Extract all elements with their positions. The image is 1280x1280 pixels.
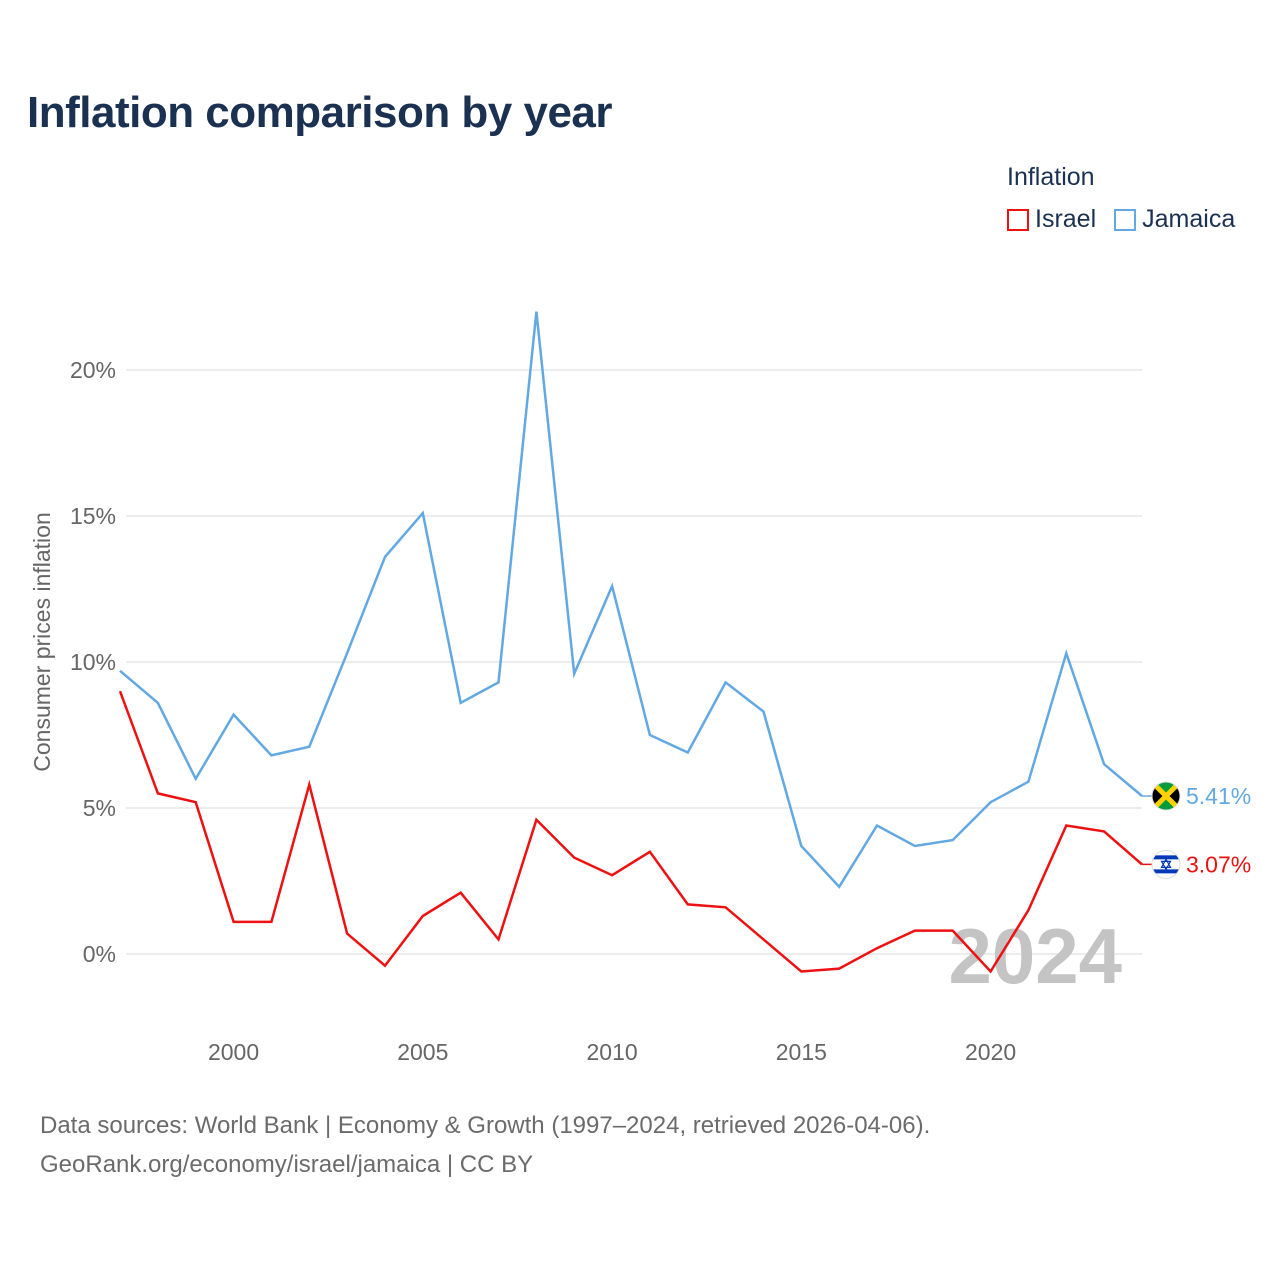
legend-title: Inflation bbox=[1007, 163, 1095, 191]
y-tick-label: 10% bbox=[70, 649, 116, 675]
source-line-1: Data sources: World Bank | Economy & Gro… bbox=[40, 1112, 931, 1139]
source-note: Data sources: World Bank | Economy & Gro… bbox=[40, 1106, 930, 1184]
series-line-jamaica bbox=[119, 311, 1143, 889]
legend-item-jamaica[interactable]: Jamaica bbox=[1114, 205, 1235, 234]
legend-item-israel[interactable]: Israel bbox=[1007, 205, 1096, 234]
legend-label-israel: Israel bbox=[1035, 205, 1097, 233]
israel-flag-icon bbox=[1151, 849, 1181, 879]
legend-label-jamaica: Jamaica bbox=[1142, 205, 1236, 233]
x-tick-label: 2010 bbox=[586, 1039, 637, 1065]
x-tick-label: 2015 bbox=[776, 1039, 827, 1065]
y-tick-label: 15% bbox=[70, 503, 116, 529]
end-value-label-jamaica: 5.41% bbox=[1186, 783, 1251, 809]
y-axis-title: Consumer prices inflation bbox=[29, 512, 55, 772]
x-tick-label: 2000 bbox=[208, 1039, 259, 1065]
legend-swatch-jamaica bbox=[1114, 208, 1137, 231]
y-tick-label: 5% bbox=[83, 795, 116, 821]
end-value-label-israel: 3.07% bbox=[1186, 851, 1251, 877]
year-watermark: 2024 bbox=[948, 912, 1122, 1000]
series-line-israel bbox=[118, 690, 1143, 974]
chart-title: Inflation comparison by year bbox=[27, 88, 613, 137]
y-tick-label: 0% bbox=[83, 941, 116, 967]
y-tick-label: 20% bbox=[70, 357, 116, 383]
x-tick-label: 2005 bbox=[397, 1039, 448, 1065]
jamaica-flag-icon bbox=[1151, 781, 1181, 811]
legend-swatch-israel bbox=[1007, 208, 1029, 231]
source-line-2: GeoRank.org/economy/israel/jamaica | CC … bbox=[40, 1151, 534, 1178]
legend: Israel Jamaica bbox=[1007, 205, 1253, 234]
x-tick-label: 2020 bbox=[965, 1039, 1016, 1065]
